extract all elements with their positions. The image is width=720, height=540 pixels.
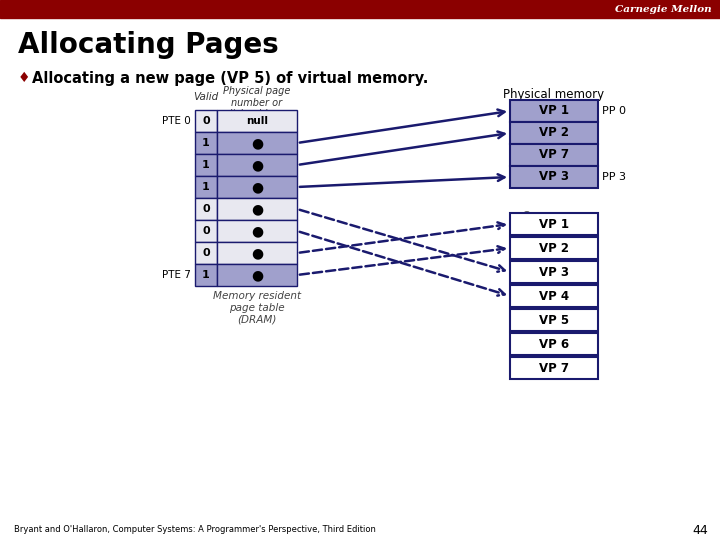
Text: 0: 0	[202, 116, 210, 126]
Text: ●: ●	[251, 136, 263, 150]
Text: VP 2: VP 2	[539, 126, 569, 139]
Bar	[510, 357, 598, 379]
Text: PTE 7: PTE 7	[162, 270, 191, 280]
Text: ●: ●	[251, 224, 263, 238]
Text: Physical page
number or
disk address: Physical page number or disk address	[223, 86, 291, 119]
Bar	[0, 0, 720, 18]
Text: 0: 0	[202, 226, 210, 236]
Text: 1: 1	[202, 270, 210, 280]
Text: 44: 44	[692, 523, 708, 537]
Bar	[510, 333, 598, 355]
Bar	[217, 198, 297, 220]
Text: ♦: ♦	[18, 71, 30, 85]
Bar	[195, 176, 217, 198]
Bar	[217, 264, 297, 286]
Text: VP 3: VP 3	[539, 266, 569, 279]
Text: ●: ●	[251, 180, 263, 194]
Bar	[510, 144, 598, 166]
Bar	[510, 237, 598, 259]
Text: Swap area
(disk): Swap area (disk)	[523, 210, 585, 238]
Bar	[217, 132, 297, 154]
Text: VP 7: VP 7	[539, 361, 569, 375]
Bar	[510, 100, 598, 122]
Text: 0: 0	[202, 204, 210, 214]
Bar	[195, 110, 217, 132]
Bar	[217, 220, 297, 242]
Bar	[195, 242, 217, 264]
Bar	[195, 198, 217, 220]
Text: null: null	[246, 116, 268, 126]
Text: Memory resident
page table
(DRAM): Memory resident page table (DRAM)	[213, 291, 301, 324]
Text: Physical memory
(DRAM): Physical memory (DRAM)	[503, 88, 605, 116]
Text: Allocating a new page (VP 5) of virtual memory.: Allocating a new page (VP 5) of virtual …	[32, 71, 428, 85]
Text: VP 6: VP 6	[539, 338, 569, 350]
Bar	[195, 264, 217, 286]
Text: Carnegie Mellon: Carnegie Mellon	[616, 4, 712, 14]
Text: Valid: Valid	[194, 92, 219, 102]
Bar	[195, 132, 217, 154]
Text: VP 3: VP 3	[539, 171, 569, 184]
Bar	[195, 220, 217, 242]
Text: VP 5: VP 5	[539, 314, 569, 327]
Bar	[217, 242, 297, 264]
Bar	[510, 213, 598, 235]
Bar	[510, 285, 598, 307]
Text: ●: ●	[251, 202, 263, 216]
Text: PTE 0: PTE 0	[162, 116, 191, 126]
Text: VP 2: VP 2	[539, 241, 569, 254]
Text: 1: 1	[202, 182, 210, 192]
Text: PP 3: PP 3	[602, 172, 626, 182]
Bar	[195, 154, 217, 176]
Text: VP 1: VP 1	[539, 218, 569, 231]
Text: 1: 1	[202, 160, 210, 170]
Bar	[217, 176, 297, 198]
Bar	[510, 309, 598, 331]
Text: 1: 1	[202, 138, 210, 148]
Bar	[217, 110, 297, 132]
Text: VP 4: VP 4	[539, 289, 569, 302]
Text: PP 0: PP 0	[602, 106, 626, 116]
Text: ●: ●	[251, 268, 263, 282]
Bar	[217, 154, 297, 176]
Bar	[510, 166, 598, 188]
Text: Allocating Pages: Allocating Pages	[18, 31, 279, 59]
Text: ●: ●	[251, 158, 263, 172]
Text: VP 1: VP 1	[539, 105, 569, 118]
Bar	[510, 261, 598, 283]
Text: ●: ●	[251, 246, 263, 260]
Text: VP 7: VP 7	[539, 148, 569, 161]
Text: 0: 0	[202, 248, 210, 258]
Bar	[510, 122, 598, 144]
Text: Bryant and O'Hallaron, Computer Systems: A Programmer's Perspective, Third Editi: Bryant and O'Hallaron, Computer Systems:…	[14, 525, 376, 535]
